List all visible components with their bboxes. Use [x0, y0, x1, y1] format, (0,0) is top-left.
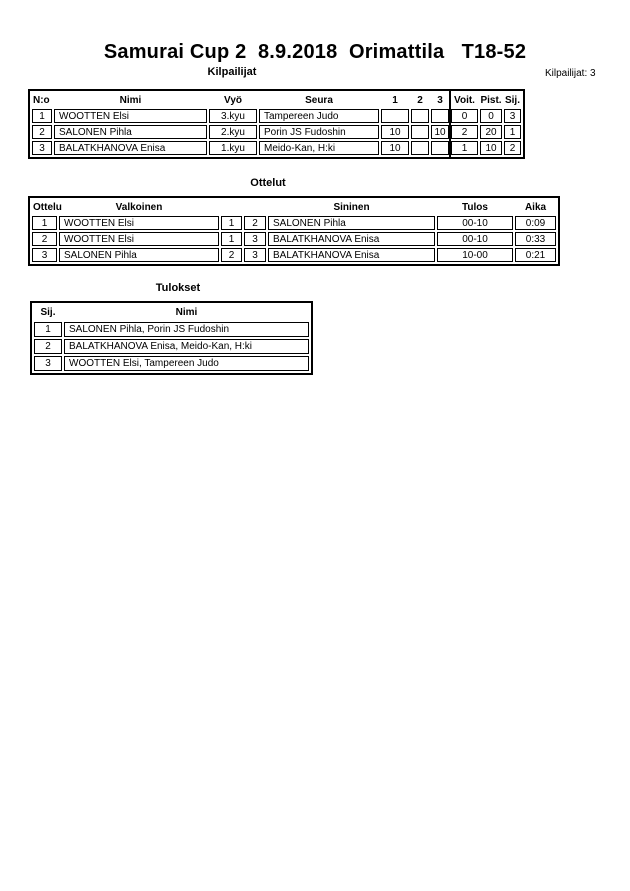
cell-vyo: 1.kyu	[209, 141, 257, 155]
section-title-ottelut: Ottelut	[250, 177, 286, 189]
cell-tulos: 10-00	[437, 248, 513, 262]
cell-nimi: SALONEN Pihla	[54, 125, 207, 139]
table-row: 2 BALATKHANOVA Enisa, Meido-Kan, H:ki	[34, 339, 309, 354]
cell-aika: 0:33	[515, 232, 556, 246]
cell-seura: Meido-Kan, H:ki	[259, 141, 379, 155]
cell-nimi: SALONEN Pihla, Porin JS Fudoshin	[64, 322, 309, 337]
col-header-pist: Pist.	[480, 94, 502, 106]
col-header-ottelu: Ottelu	[33, 201, 62, 213]
competitors-count: Kilpailijat: 3	[545, 68, 596, 79]
table-row: 3 SALONEN Pihla 2 3 BALATKHANOVA Enisa 1…	[32, 248, 556, 262]
cell-white-no: 2	[221, 248, 242, 262]
ottelut-table: Ottelu Valkoinen Sininen Tulos Aika 1 WO…	[28, 196, 560, 266]
cell-white-no: 1	[221, 232, 242, 246]
tulokset-table: Sij. Nimi 1 SALONEN Pihla, Porin JS Fudo…	[30, 301, 313, 375]
cell-sininen: SALONEN Pihla	[268, 216, 435, 230]
col-header-nimi: Nimi	[175, 307, 198, 318]
cell-blue-no: 3	[244, 232, 266, 246]
voit-group-divider	[449, 91, 451, 157]
cell-voit: 1	[451, 141, 478, 155]
cell-pist: 20	[480, 125, 502, 139]
cell-valkoinen: WOOTTEN Elsi	[59, 216, 219, 230]
table-row: 3 WOOTTEN Elsi, Tampereen Judo	[34, 356, 309, 371]
cell-pist: 0	[480, 109, 502, 123]
cell-match-no: 3	[32, 248, 57, 262]
cell-seura: Porin JS Fudoshin	[259, 125, 379, 139]
cell-vyo: 3.kyu	[209, 109, 257, 123]
cell-round2	[411, 125, 429, 139]
cell-no: 3	[32, 141, 52, 155]
col-header-no: N:o	[33, 94, 50, 106]
cell-blue-no: 2	[244, 216, 266, 230]
table-header-row: Ottelu Valkoinen Sininen Tulos Aika	[32, 200, 556, 214]
cell-sij: 2	[34, 339, 62, 354]
cell-round3	[431, 141, 449, 155]
cell-valkoinen: SALONEN Pihla	[59, 248, 219, 262]
cell-nimi: BALATKHANOVA Enisa	[54, 141, 207, 155]
cell-round1	[381, 109, 409, 123]
table-row: 2 SALONEN Pihla 2.kyu Porin JS Fudoshin …	[32, 125, 521, 139]
cell-aika: 0:21	[515, 248, 556, 262]
cell-pist: 10	[480, 141, 502, 155]
cell-sij: 1	[504, 125, 521, 139]
col-header-sij: Sij.	[40, 307, 56, 318]
cell-no: 1	[32, 109, 52, 123]
col-header-round1: 1	[392, 94, 398, 106]
cell-round3	[431, 109, 449, 123]
cell-vyo: 2.kyu	[209, 125, 257, 139]
table-row: 3 BALATKHANOVA Enisa 1.kyu Meido-Kan, H:…	[32, 141, 521, 155]
table-row: 1 WOOTTEN Elsi 3.kyu Tampereen Judo 0 0 …	[32, 109, 521, 123]
cell-sij: 1	[34, 322, 62, 337]
cell-round2	[411, 141, 429, 155]
cell-tulos: 00-10	[437, 216, 513, 230]
cell-blue-no: 3	[244, 248, 266, 262]
col-header-sininen: Sininen	[333, 201, 370, 213]
col-header-valkoinen: Valkoinen	[115, 201, 163, 213]
cell-nimi: WOOTTEN Elsi, Tampereen Judo	[64, 356, 309, 371]
table-row: 2 WOOTTEN Elsi 1 3 BALATKHANOVA Enisa 00…	[32, 232, 556, 246]
cell-sij: 3	[504, 109, 521, 123]
cell-white-no: 1	[221, 216, 242, 230]
cell-valkoinen: WOOTTEN Elsi	[59, 232, 219, 246]
table-row: 1 WOOTTEN Elsi 1 2 SALONEN Pihla 00-10 0…	[32, 216, 556, 230]
cell-match-no: 1	[32, 216, 57, 230]
col-header-blue-no	[244, 200, 266, 214]
col-header-tulos: Tulos	[462, 201, 488, 213]
cell-voit: 2	[451, 125, 478, 139]
col-header-round2: 2	[417, 94, 423, 106]
col-header-voit: Voit.	[454, 94, 475, 106]
col-header-seura: Seura	[305, 94, 333, 106]
cell-round2	[411, 109, 429, 123]
col-header-sij: Sij.	[504, 94, 520, 106]
col-header-round3: 3	[437, 94, 443, 106]
page-title: Samurai Cup 2 8.9.2018 Orimattila T18-52	[103, 41, 527, 63]
cell-round1: 10	[381, 141, 409, 155]
cell-round1: 10	[381, 125, 409, 139]
cell-nimi: WOOTTEN Elsi	[54, 109, 207, 123]
cell-aika: 0:09	[515, 216, 556, 230]
cell-seura: Tampereen Judo	[259, 109, 379, 123]
table-header-row: Sij. Nimi	[34, 305, 309, 320]
col-header-white-no	[221, 200, 242, 214]
cell-nimi: BALATKHANOVA Enisa, Meido-Kan, H:ki	[64, 339, 309, 354]
cell-sij: 3	[34, 356, 62, 371]
col-header-nimi: Nimi	[119, 94, 142, 106]
cell-sininen: BALATKHANOVA Enisa	[268, 248, 435, 262]
table-header-row: N:o Nimi Vyö Seura 1 2 3 Voit. Pist. Sij…	[32, 93, 521, 107]
cell-sininen: BALATKHANOVA Enisa	[268, 232, 435, 246]
cell-tulos: 00-10	[437, 232, 513, 246]
cell-round3: 10	[431, 125, 449, 139]
cell-match-no: 2	[32, 232, 57, 246]
table-row: 1 SALONEN Pihla, Porin JS Fudoshin	[34, 322, 309, 337]
col-header-aika: Aika	[524, 201, 547, 213]
col-header-vyo: Vyö	[224, 94, 242, 106]
kilpailijat-table: N:o Nimi Vyö Seura 1 2 3 Voit. Pist. Sij…	[28, 89, 525, 159]
cell-voit: 0	[451, 109, 478, 123]
section-title-kilpailijat: Kilpailijat	[207, 66, 257, 78]
cell-no: 2	[32, 125, 52, 139]
cell-sij: 2	[504, 141, 521, 155]
section-title-tulokset: Tulokset	[155, 282, 201, 294]
